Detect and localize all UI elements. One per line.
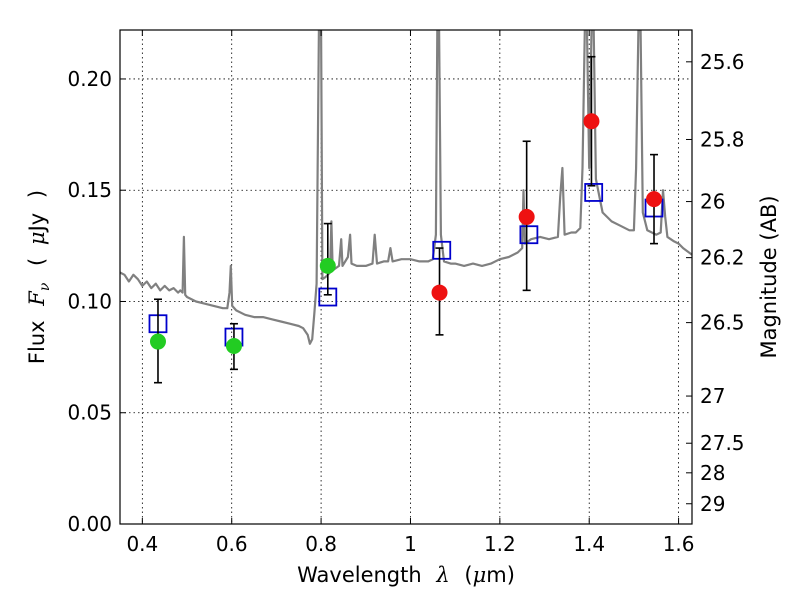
y-tick-label: 0.10	[67, 289, 112, 313]
y-tick-label: 0.00	[67, 512, 112, 536]
x-tick-label: 1.6	[663, 532, 695, 556]
y2-tick-label: 26.5	[700, 311, 745, 335]
spectrum-line	[120, 30, 692, 345]
y2-tick-label: 26	[700, 190, 725, 214]
model-square-marker	[584, 183, 604, 202]
y2-tick-label: 27.5	[700, 431, 745, 455]
y-tick-label: 0.15	[67, 178, 112, 202]
x-axis-label: Wavelength λ (μm)	[297, 563, 515, 587]
data-point	[431, 284, 448, 301]
error-bars	[149, 55, 663, 384]
x-tick-label: 0.8	[305, 532, 337, 556]
y2-tick-label: 27	[700, 384, 725, 408]
data-point	[319, 257, 336, 274]
y2-tick-label: 28	[700, 461, 725, 485]
y2-tick-label: 25.8	[700, 127, 745, 151]
y-tick-label: 0.05	[67, 401, 112, 425]
x-tick-label: 0.4	[126, 532, 158, 556]
data-point	[646, 191, 663, 208]
plot-frame	[119, 29, 693, 525]
x-tick-label: 0.6	[216, 532, 248, 556]
y2-axis-label: Magnitude (AB)	[757, 195, 781, 358]
y2-tick-label: 26.2	[700, 246, 745, 270]
y2-tick-label: 25.6	[700, 50, 745, 74]
y-axis-label: Flux Fν ( μJy )	[25, 190, 54, 364]
axes: 0.4 0.6 0.8 1 1.2 1.4 1.6 0.00 0.05 0.10 0.15 0.20 2…	[67, 30, 745, 556]
x-tick-label: 1.4	[573, 532, 605, 556]
plot-background	[120, 30, 692, 524]
model-square-marker	[432, 240, 452, 260]
x-tick-label: 1	[404, 532, 417, 556]
data-point	[225, 337, 242, 354]
data-point	[149, 333, 166, 350]
data-point	[518, 208, 535, 225]
x-tick-label: 1.2	[484, 532, 516, 556]
data-point	[583, 113, 600, 130]
y-tick-label: 0.20	[67, 67, 112, 91]
y2-tick-label: 29	[700, 492, 725, 516]
model-square-marker	[519, 225, 539, 245]
